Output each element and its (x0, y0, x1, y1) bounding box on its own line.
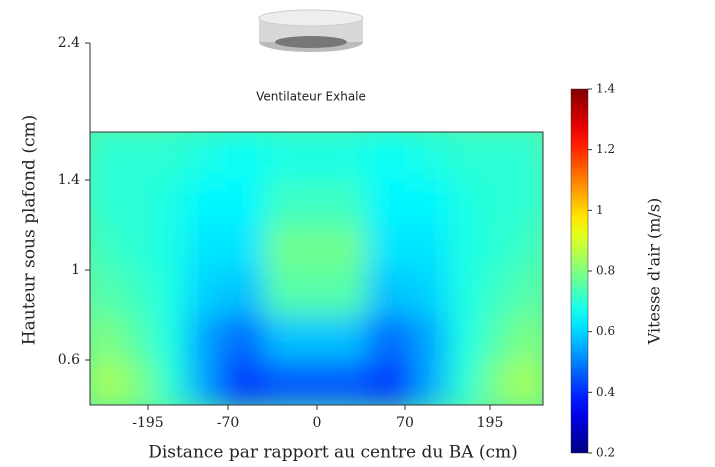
heatmap-cell (153, 132, 188, 181)
colorbar-tick-label: 0.6 (596, 324, 615, 338)
heatmap-cell (217, 179, 268, 226)
y-tick-label: 1.4 (58, 172, 80, 188)
heatmap-cell (185, 314, 220, 361)
heatmap-cell (482, 224, 515, 271)
heatmap-cell (482, 132, 515, 181)
x-axis-label: Distance par rapport au centre du BA (cm… (148, 443, 518, 463)
heatmap-cell (512, 314, 543, 361)
heatmap-cell (121, 359, 156, 405)
fan-icon (258, 9, 364, 52)
heatmap-cell (366, 132, 417, 181)
heatmap-cell (482, 269, 515, 316)
y-tick-label: 0.6 (58, 352, 80, 368)
y-tick-label: 1 (71, 262, 80, 278)
heatmap-cell (512, 132, 543, 181)
heatmap-cell (448, 224, 485, 271)
heatmap-cell (316, 314, 369, 361)
heatmap-cell (414, 179, 451, 226)
heatmap-cell (448, 359, 485, 405)
heatmap-cell (414, 314, 451, 361)
heatmap-cell (90, 269, 124, 316)
heatmap-cell (185, 179, 220, 226)
heatmap-cell (217, 132, 268, 181)
heatmap-cell (121, 224, 156, 271)
heatmap-cell (316, 269, 369, 316)
heatmap-cell (265, 314, 318, 361)
heatmap-cell (153, 359, 188, 405)
heatmap-cell (414, 269, 451, 316)
heatmap-cell (265, 179, 318, 226)
heatmap-cell (185, 359, 220, 405)
colorbar-label: Vitesse d'air (m/s) (645, 198, 664, 346)
heatmap-cell (90, 314, 124, 361)
colorbar-tick-label: 1.4 (596, 82, 615, 96)
heatmap-cell (121, 132, 156, 181)
heatmap-cell (366, 269, 417, 316)
y-axis-label: Hauteur sous plafond (cm) (20, 115, 40, 345)
heatmap-cell (512, 179, 543, 226)
heatmap-cell (121, 314, 156, 361)
y-tick-label: 2.4 (58, 35, 80, 51)
heatmap-cell (153, 179, 188, 226)
heatmap (90, 132, 543, 405)
colorbar-tick-label: 1 (596, 203, 604, 217)
heatmap-cell (512, 359, 543, 405)
heatmap-cell (414, 224, 451, 271)
heatmap-cell (153, 269, 188, 316)
colorbar-tick-label: 0.8 (596, 264, 615, 278)
heatmap-cell (316, 132, 369, 181)
heatmap-cell (482, 179, 515, 226)
heatmap-cell (366, 359, 417, 405)
x-tick-label: 0 (313, 415, 322, 431)
x-tick-label: -195 (132, 415, 163, 431)
heatmap-cell (448, 314, 485, 361)
heatmap-cell (90, 224, 124, 271)
heatmap-cell (448, 269, 485, 316)
heatmap-cell (512, 224, 543, 271)
x-tick-label: 70 (396, 415, 414, 431)
heatmap-cell (316, 179, 369, 226)
heatmap-cell (512, 269, 543, 316)
heatmap-cell (217, 359, 268, 405)
heatmap-cells (90, 132, 543, 405)
heatmap-cell (90, 179, 124, 226)
heatmap-cell (185, 224, 220, 271)
x-tick-label: -70 (217, 415, 240, 431)
heatmap-cell (414, 359, 451, 405)
heatmap-cell (90, 359, 124, 405)
heatmap-cell (185, 132, 220, 181)
heatmap-cell (366, 179, 417, 226)
colorbar-tick-label: 0.4 (596, 385, 615, 399)
colorbar-tick-label: 0.2 (596, 446, 615, 460)
heatmap-cell (185, 269, 220, 316)
heatmap-cell (153, 314, 188, 361)
heatmap-cell (448, 132, 485, 181)
x-tick-label: 195 (477, 415, 504, 431)
heatmap-cell (448, 179, 485, 226)
heatmap-cell (482, 359, 515, 405)
heatmap-cell (265, 132, 318, 181)
heatmap-cell (90, 132, 124, 181)
heatmap-cell (482, 314, 515, 361)
heatmap-cell (316, 359, 369, 405)
colorbar (570, 88, 589, 454)
annotation: Ventilateur Exhale (256, 90, 366, 104)
heatmap-cell (217, 314, 268, 361)
heatmap-cell (366, 224, 417, 271)
heatmap-cell (316, 224, 369, 271)
heatmap-cell (265, 269, 318, 316)
heatmap-cell (265, 224, 318, 271)
heatmap-cell (121, 179, 156, 226)
heatmap-cell (153, 224, 188, 271)
heatmap-cell (217, 224, 268, 271)
heatmap-cell (366, 314, 417, 361)
heatmap-cell (121, 269, 156, 316)
heatmap-cell (414, 132, 451, 181)
heatmap-cell (265, 359, 318, 405)
colorbar-tick-label: 1.2 (596, 142, 615, 156)
heatmap-cell (217, 269, 268, 316)
